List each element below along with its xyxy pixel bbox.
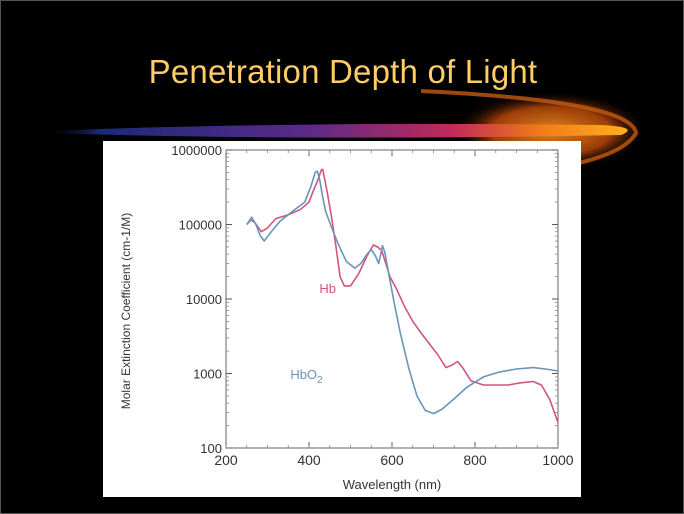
y-tick-label: 10000 [186, 292, 222, 307]
plot-frame [225, 149, 559, 449]
y-tick-label: 1000 [193, 367, 222, 382]
x-tick-label: 400 [297, 452, 321, 468]
x-tick-label: 200 [214, 452, 238, 468]
x-tick-label: 600 [380, 452, 404, 468]
series-line-hbo2 [246, 170, 559, 415]
x-axis-label: Wavelength (nm) [343, 477, 442, 492]
y-tick-label: 1000000 [171, 143, 222, 158]
series-label-hbo2: HbO2 [290, 367, 323, 386]
series-label-hb: Hb [319, 281, 336, 296]
x-tick-label: 1000 [542, 452, 573, 468]
y-tick-label: 100 [200, 441, 222, 456]
y-tick-label: 100000 [179, 218, 222, 233]
series-line-hb [246, 168, 559, 423]
extinction-chart: 100 1000 10000 100000 1000000 200 400 600 800 100… [119, 143, 574, 492]
x-tick-label: 800 [463, 452, 487, 468]
chart-panel: 100 1000 10000 100000 1000000 200 400 600 800 100… [103, 141, 581, 497]
slide-title: Penetration Depth of Light [148, 53, 538, 90]
y-axis-label: Molar Extinction Coefficient (cm-1/M) [119, 213, 133, 410]
